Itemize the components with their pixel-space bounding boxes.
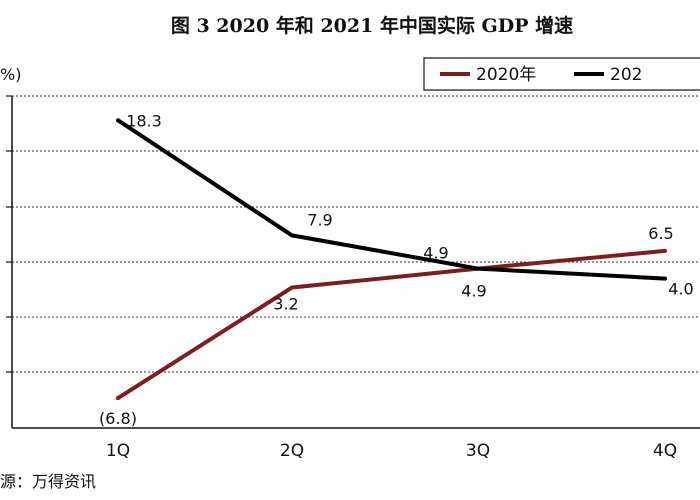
- data-labels: (6.8) 3.2 4.9 6.5 18.3 7.9 4.9 4.0: [99, 111, 694, 428]
- data-label-s0-1: 3.2: [273, 294, 298, 313]
- gridlines: [6, 95, 700, 373]
- data-label-s1-2: 4.9: [423, 244, 448, 263]
- x-tick-labels: 1Q 2Q 3Q 4Q: [106, 441, 677, 461]
- data-point-s1-3: [663, 276, 667, 281]
- x-tick-label-1q: 1Q: [106, 441, 130, 461]
- chart-title: 图 3 2020 年和 2021 年中国实际 GDP 增速: [171, 14, 573, 37]
- legend-label-0: 2020年: [476, 65, 536, 85]
- x-tick-label-4q: 4Q: [653, 441, 677, 461]
- source-note: 源：万得资讯: [0, 472, 96, 491]
- series-line-0: [116, 248, 666, 400]
- data-point-s1-0: [116, 118, 120, 123]
- data-label-s0-3: 6.5: [648, 224, 673, 243]
- legend: 2020年 202: [423, 57, 700, 91]
- series-line-1: [116, 118, 666, 281]
- data-label-s1-3: 4.0: [668, 280, 693, 299]
- data-point-s0-3: [663, 248, 667, 253]
- legend-label-1: 202: [610, 65, 642, 85]
- series-lines: [116, 118, 667, 401]
- data-point-s1-1: [290, 233, 294, 238]
- data-label-s1-1: 7.9: [307, 210, 332, 229]
- data-point-s1-2: [476, 266, 480, 271]
- y-axis-unit-label: %): [0, 65, 21, 84]
- x-tick-label-3q: 3Q: [466, 441, 490, 461]
- x-tick-label-2q: 2Q: [280, 441, 304, 461]
- data-label-s0-0: (6.8): [99, 409, 137, 428]
- data-point-s0-1: [290, 285, 294, 290]
- data-label-s1-0: 18.3: [126, 111, 162, 130]
- data-label-s0-2: 4.9: [461, 282, 486, 301]
- data-point-s0-0: [116, 396, 120, 401]
